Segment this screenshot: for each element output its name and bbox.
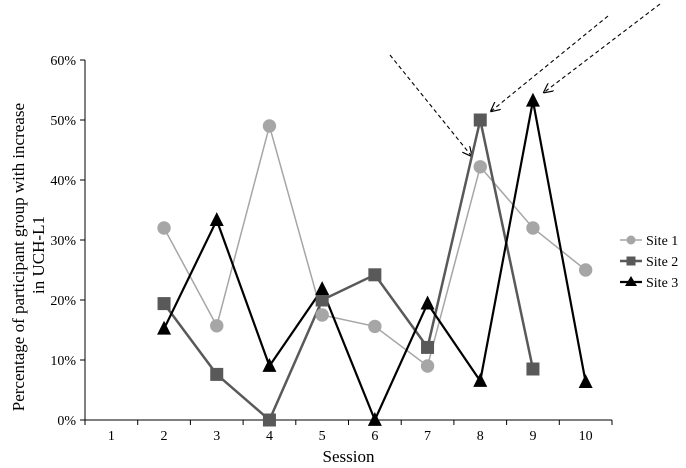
y-axis-title: Percentage of participant group with inc… (9, 99, 48, 411)
x-tick-label: 2 (161, 429, 168, 444)
y-tick-label: 20% (50, 294, 76, 309)
data-point-site-3 (525, 92, 540, 107)
x-tick-label: 7 (424, 429, 431, 444)
x-tick-label: 5 (319, 429, 326, 444)
data-point-site-3 (578, 374, 593, 389)
data-point-site-3 (262, 357, 277, 372)
data-point-site-1 (368, 319, 382, 334)
data-point-site-1 (262, 119, 277, 133)
data-point-site-2 (421, 340, 435, 354)
data-point-site-2 (315, 293, 329, 307)
annotation-arrow (389, 54, 471, 156)
series-line-site-3 (163, 100, 587, 423)
data-point-site-1 (210, 319, 224, 333)
annotation-arrows (389, 3, 661, 156)
y-tick-label: 10% (50, 354, 76, 369)
annotation-arrow (544, 3, 661, 92)
data-point-site-2 (368, 268, 382, 282)
x-tick-label: 6 (371, 429, 378, 444)
data-point-site-2 (473, 113, 487, 127)
y-tick-label: 0% (57, 414, 76, 429)
data-point-site-3 (157, 320, 172, 335)
data-point-site-1 (420, 359, 435, 373)
series-lines (163, 100, 587, 423)
legend-label: Site 2 (646, 255, 678, 270)
series-line-site-2 (163, 119, 535, 423)
annotation-arrow (491, 15, 609, 111)
x-tick-label: 8 (477, 429, 484, 444)
y-axis-title-line-1: Percentage of participant group with inc… (9, 103, 28, 411)
x-tick-label: 10 (579, 429, 593, 444)
data-point-site-2 (526, 362, 540, 376)
data-point-site-1 (315, 308, 329, 322)
legend-marker (625, 276, 637, 286)
legend-label: Site 3 (646, 276, 678, 291)
data-point-site-2 (157, 297, 171, 311)
legend: Site 1 Site 2 Site 3 (620, 234, 678, 291)
data-point-site-2 (210, 367, 224, 381)
legend-label: Site 1 (646, 234, 678, 249)
data-point-site-3 (315, 281, 330, 296)
y-tick-label: 40% (50, 174, 76, 189)
data-point-site-3 (420, 295, 435, 310)
axes: 0% 10% 20% 30% 40% 50% 60% 1 2 3 4 5 6 7 8 9 10 (50, 54, 613, 444)
x-tick-label: 3 (213, 429, 220, 444)
legend-marker (626, 235, 636, 245)
x-axis-title: Session (323, 447, 375, 466)
x-tick-label: 1 (108, 429, 115, 444)
data-point-site-3 (473, 372, 488, 387)
data-point-site-1 (526, 221, 540, 235)
x-tick-label: 9 (529, 429, 536, 444)
data-point-site-1 (157, 221, 171, 235)
data-point-site-1 (578, 263, 593, 277)
y-tick-label: 30% (50, 234, 76, 249)
y-tick-label: 60% (50, 54, 76, 69)
x-tick-label: 4 (266, 429, 273, 444)
y-tick-label: 50% (50, 114, 76, 129)
data-point-site-3 (367, 411, 382, 426)
data-point-site-3 (209, 212, 224, 227)
legend-marker (626, 256, 636, 266)
data-point-site-2 (262, 413, 276, 427)
y-axis-title-line-2: in UCH-L1 (29, 216, 48, 294)
series-markers (157, 92, 593, 427)
data-point-site-1 (473, 160, 487, 174)
